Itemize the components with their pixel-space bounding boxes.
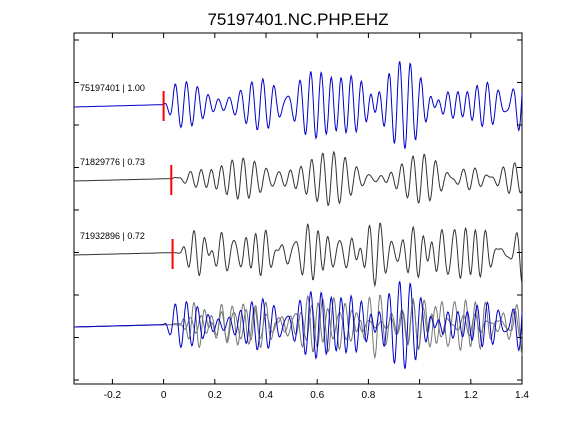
x-tick-label: 0.4 xyxy=(259,390,273,401)
x-tick-label: 1.2 xyxy=(464,390,478,401)
trace-label-71829776: 71829776 | 0.73 xyxy=(80,157,145,167)
chart-title: 75197401.NC.PHP.EHZ xyxy=(207,10,388,29)
x-tick-label: 0.6 xyxy=(310,390,324,401)
stack-trace-71829776 xyxy=(74,296,523,353)
trace-label-71932896: 71932896 | 0.72 xyxy=(80,231,145,241)
x-tick-label: 0 xyxy=(161,390,167,401)
plot-frame xyxy=(73,32,523,385)
x-tick-label: 0.8 xyxy=(361,390,375,401)
trace-line-71932896 xyxy=(74,222,523,288)
x-tick-label: 0.2 xyxy=(208,390,222,401)
x-tick-label: -0.2 xyxy=(104,390,122,401)
stack-trace-75197401 xyxy=(74,281,523,369)
traces-layer: 75197401 | 1.00 71829776 | 0.73 71932896 |… xyxy=(74,61,523,369)
x-tick-label: 1 xyxy=(417,390,423,401)
x-axis: -0.2 0 0.2 0.4 0.6 0.8 1 1.2 1.4 xyxy=(74,33,529,401)
trace-line-75197401 xyxy=(74,61,523,149)
x-tick-label: 1.4 xyxy=(515,390,529,401)
trace-label-75197401: 75197401 | 1.00 xyxy=(80,83,145,93)
trace-line-71829776 xyxy=(74,150,523,207)
